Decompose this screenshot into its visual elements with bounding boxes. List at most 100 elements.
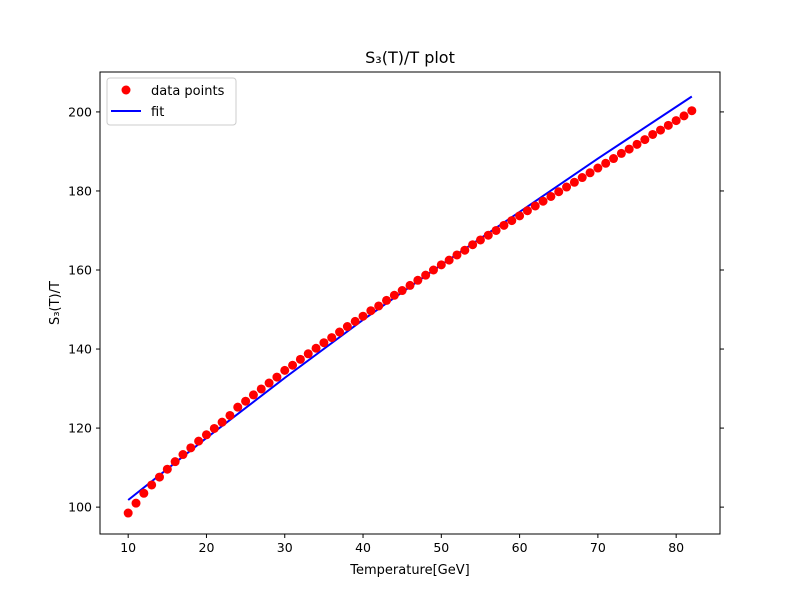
data-point xyxy=(648,129,658,139)
data-point xyxy=(632,139,642,149)
legend-label-data-points: data points xyxy=(151,84,225,99)
data-point xyxy=(428,265,438,275)
data-point xyxy=(288,360,298,370)
chart-title: S₃(T)/T plot xyxy=(365,48,455,67)
series-layer xyxy=(123,95,697,518)
data-point xyxy=(601,158,611,168)
data-point xyxy=(139,488,149,498)
data-point xyxy=(397,286,407,296)
data-point xyxy=(593,163,603,173)
data-point xyxy=(663,120,673,130)
data-point xyxy=(624,144,634,154)
data-point xyxy=(483,230,493,240)
data-point xyxy=(468,240,478,250)
data-point xyxy=(554,187,564,197)
x-tick-label: 30 xyxy=(277,540,293,555)
data-point xyxy=(241,396,251,406)
data-point xyxy=(671,116,681,126)
data-point xyxy=(131,498,141,508)
data-point xyxy=(609,154,619,164)
data-point xyxy=(209,423,219,433)
data-point xyxy=(154,472,164,482)
data-point xyxy=(475,235,485,245)
legend-marker-data-points xyxy=(121,85,131,95)
data-point xyxy=(413,275,423,285)
data-point xyxy=(342,322,352,332)
x-tick-label: 50 xyxy=(433,540,449,555)
legend-box xyxy=(106,77,237,126)
data-point xyxy=(687,106,697,116)
y-tick-label: 160 xyxy=(68,263,92,278)
data-point xyxy=(358,311,368,321)
data-point xyxy=(616,148,626,158)
y-tick-label: 100 xyxy=(68,500,92,515)
x-tick-label: 60 xyxy=(512,540,528,555)
data-point xyxy=(264,378,274,388)
data-point xyxy=(217,417,227,427)
x-tick-label: 80 xyxy=(668,540,684,555)
axes-layer: 10 20 30 40 50 60 70 80 100 120 140 160 180 200 xyxy=(68,71,724,555)
data-point xyxy=(201,430,211,440)
data-point xyxy=(178,450,188,460)
x-axis-label: Temperature[GeV] xyxy=(349,563,469,578)
data-point xyxy=(421,270,431,280)
data-point xyxy=(225,410,235,420)
data-point xyxy=(515,211,525,221)
y-tick-label: 120 xyxy=(68,421,92,436)
data-point xyxy=(452,250,462,260)
data-point xyxy=(256,384,266,394)
data-point xyxy=(382,295,392,305)
data-point xyxy=(366,306,376,316)
y-tick-label: 180 xyxy=(68,183,92,198)
data-point xyxy=(444,255,454,265)
plot-area xyxy=(100,72,720,534)
y-axis-label: S₃(T)/T xyxy=(48,281,63,325)
x-tick-label: 20 xyxy=(199,540,215,555)
data-point xyxy=(538,196,548,206)
plot-frame xyxy=(99,71,721,535)
data-point xyxy=(499,220,509,230)
data-point xyxy=(233,402,243,412)
data-point xyxy=(405,280,415,290)
legend: data points fit xyxy=(106,77,237,126)
data-point xyxy=(640,135,650,145)
legend-label-fit: fit xyxy=(151,105,164,120)
data-point xyxy=(530,201,540,211)
data-point xyxy=(389,290,399,300)
data-point xyxy=(272,372,282,382)
data-point xyxy=(460,245,470,255)
data-point xyxy=(585,168,595,178)
data-point xyxy=(186,443,196,453)
data-point xyxy=(562,182,572,192)
data-point xyxy=(374,301,384,311)
data-point xyxy=(577,173,587,183)
data-point xyxy=(679,111,689,121)
data-point xyxy=(123,508,133,518)
data-point xyxy=(311,343,321,353)
data-point xyxy=(170,457,180,467)
x-tick-label: 40 xyxy=(355,540,371,555)
data-point xyxy=(335,327,345,337)
x-tick-label: 10 xyxy=(120,540,136,555)
data-point xyxy=(147,480,157,490)
data-point xyxy=(569,177,579,187)
data-point xyxy=(248,390,258,400)
data-point xyxy=(194,436,204,446)
data-point xyxy=(507,216,517,226)
x-tick-label: 70 xyxy=(590,540,606,555)
data-point xyxy=(280,365,290,375)
y-tick-label: 140 xyxy=(68,342,92,357)
data-point xyxy=(350,316,360,326)
data-point xyxy=(327,333,337,343)
data-point xyxy=(319,338,329,348)
data-point xyxy=(162,464,172,474)
data-point xyxy=(303,349,313,359)
data-point xyxy=(546,191,556,201)
data-point xyxy=(491,225,501,235)
y-tick-label: 200 xyxy=(68,104,92,119)
data-point xyxy=(656,125,666,135)
data-point xyxy=(436,260,446,270)
data-point xyxy=(522,206,532,216)
data-point xyxy=(295,354,305,364)
